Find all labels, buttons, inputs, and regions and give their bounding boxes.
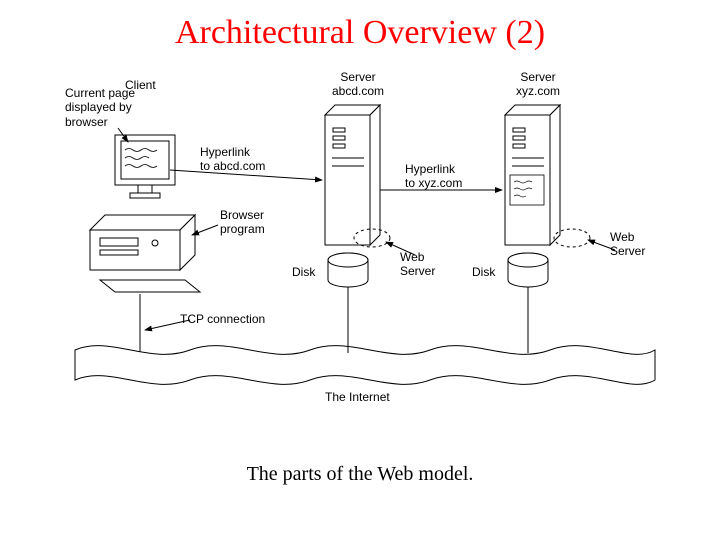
label-disk1: Disk (292, 265, 315, 279)
label-tcp: TCP connection (180, 312, 265, 326)
diagram-svg (70, 80, 660, 420)
server2-disk (508, 253, 548, 287)
label-server2: Server xyz.com (508, 70, 568, 99)
server2-page (510, 175, 544, 205)
label-server1-host: abcd.com (332, 84, 384, 98)
label-hyperlink-xyz: Hyperlink to xyz.com (405, 162, 462, 191)
pointer-browser-program (192, 225, 218, 235)
label-webserver1-2: Server (400, 264, 435, 278)
label-internet: The Internet (325, 390, 390, 404)
label-current-page-2: displayed by (65, 100, 132, 114)
label-webserver2-1: Web (610, 230, 634, 244)
internet-band (75, 346, 655, 385)
label-webserver2: Web Server (610, 230, 645, 259)
page-title: Architectural Overview (2) (0, 0, 720, 52)
server1-node (325, 105, 380, 245)
label-disk2: Disk (472, 265, 495, 279)
figure-caption: The parts of the Web model. (0, 463, 720, 486)
label-server1: Server abcd.com (328, 70, 388, 99)
label-server2-host: xyz.com (516, 84, 560, 98)
label-browser-program: Browser program (220, 208, 265, 237)
label-hyperlink-xyz-1: Hyperlink (405, 162, 455, 176)
label-server2-name: Server (520, 70, 555, 84)
server1-disk (328, 253, 368, 287)
label-current-page-1: Current page (65, 86, 135, 100)
label-current-page-3: browser (65, 115, 108, 129)
label-hyperlink-abcd-2: to abcd.com (200, 159, 265, 173)
web-model-diagram: Client Server abcd.com Server xyz.com Cu… (70, 80, 660, 420)
client-node (90, 135, 200, 292)
label-webserver1: Web Server (400, 250, 435, 279)
label-server1-name: Server (340, 70, 375, 84)
label-current-page: Current page displayed by browser (65, 86, 135, 129)
label-webserver2-2: Server (610, 244, 645, 258)
label-hyperlink-abcd: Hyperlink to abcd.com (200, 145, 265, 174)
label-hyperlink-abcd-1: Hyperlink (200, 145, 250, 159)
label-browser-program-2: program (220, 222, 265, 236)
label-hyperlink-xyz-2: to xyz.com (405, 176, 462, 190)
label-webserver1-1: Web (400, 250, 424, 264)
label-browser-program-1: Browser (220, 208, 264, 222)
